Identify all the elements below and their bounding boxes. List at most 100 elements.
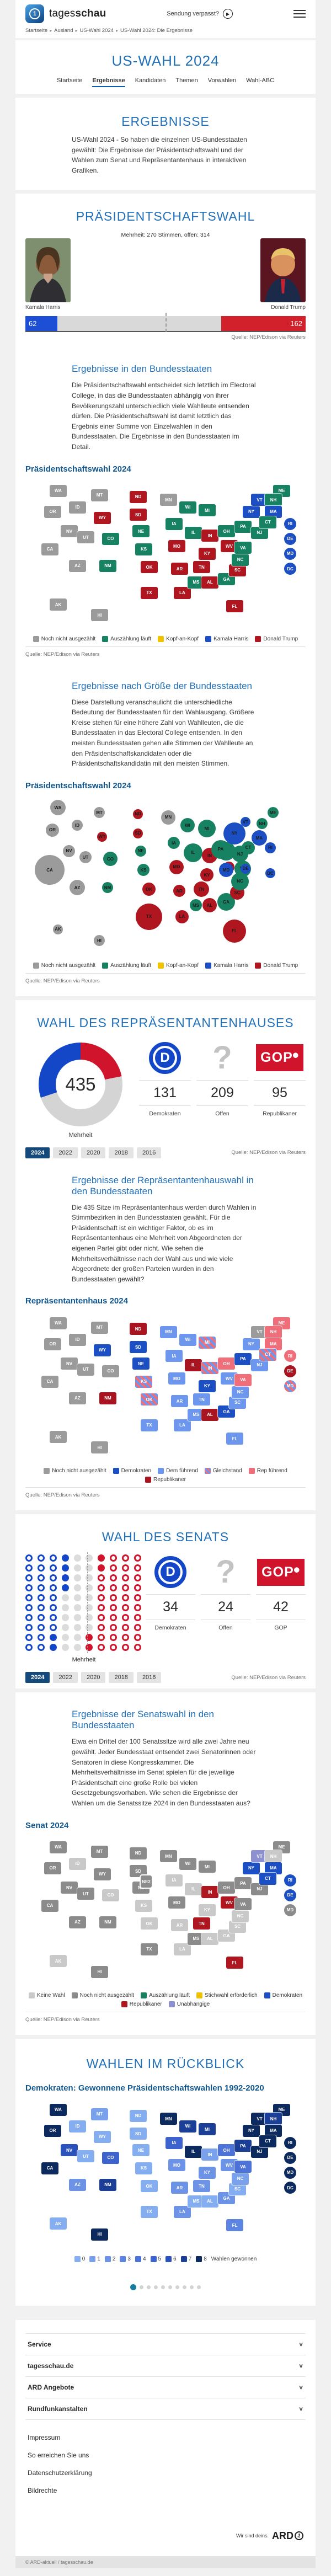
state-MO[interactable]: MO (168, 2159, 185, 2172)
state-MS[interactable]: MS (188, 1408, 205, 1421)
year-button-2020[interactable]: 2020 (81, 1147, 106, 1158)
year-button-2022[interactable]: 2022 (53, 1147, 78, 1158)
state-bubble-WA[interactable]: WA (50, 800, 66, 816)
state-bubble-MN[interactable]: MN (161, 810, 175, 825)
state-SC[interactable]: SC (229, 1396, 246, 1409)
state-bubble-NV[interactable]: NV (63, 845, 75, 857)
state-bubble-WI[interactable]: WI (180, 818, 195, 833)
state-HI[interactable]: HI (91, 1965, 108, 1978)
state-bubble-MO[interactable]: MO (169, 859, 184, 874)
state-SD[interactable]: SD (130, 509, 147, 521)
state-NM[interactable]: NM (99, 2178, 116, 2191)
retro-state-map[interactable]: WA OR CA NV ID MT WY UT AZ CO NM ND SD NE KS OK TX MN IA MO… (28, 2099, 303, 2249)
state-IN[interactable]: IN (201, 1886, 218, 1899)
house-state-map[interactable]: WA OR CA NV ID MT WY UT AZ CO NM ND SD NE KS OK TX MN IA MO… (28, 1312, 303, 1462)
state-SD[interactable]: SD (130, 1865, 147, 1878)
state-WA[interactable]: WA (50, 484, 67, 497)
breadcrumb-item[interactable]: US-Wahl 2024: Die Ergebnisse (120, 28, 193, 34)
state-KS[interactable]: KS (135, 543, 152, 555)
state-MT[interactable]: MT (91, 489, 108, 501)
state-UT[interactable]: UT (77, 531, 94, 543)
state-DC[interactable]: DC (284, 2182, 296, 2194)
state-IA[interactable]: IA (166, 517, 183, 530)
state-bubble-WY[interactable]: WY (97, 831, 107, 842)
state-AZ[interactable]: AZ (69, 559, 86, 572)
state-AK[interactable]: AK (50, 2217, 67, 2230)
state-bubble-OR[interactable]: OR (46, 823, 59, 837)
state-MN[interactable]: MN (160, 2113, 177, 2125)
state-TX[interactable]: TX (141, 586, 158, 599)
state-MT[interactable]: MT (91, 1845, 108, 1858)
state-bubble-SD[interactable]: SD (133, 828, 143, 838)
footer-link-impressum[interactable]: Impressum (28, 2433, 61, 2441)
missed-show-link[interactable]: Sendung verpasst? (167, 10, 220, 17)
state-AR[interactable]: AR (171, 2182, 188, 2194)
state-VT[interactable]: VT (251, 1850, 268, 1863)
state-OH[interactable]: OH (218, 525, 235, 538)
state-ID[interactable]: ID (69, 1857, 86, 1870)
state-bubble-CT[interactable]: CT (242, 841, 255, 854)
state-bubble-AL[interactable]: AL (202, 898, 217, 913)
state-MO[interactable]: MO (168, 1896, 185, 1909)
state-NE[interactable]: NE (132, 2144, 150, 2157)
state-UT[interactable]: UT (77, 2150, 94, 2163)
year-button-2016[interactable]: 2016 (136, 1672, 162, 1684)
state-WV[interactable]: WV (221, 1896, 238, 1909)
carousel-dot[interactable] (168, 2285, 172, 2289)
year-button-2018[interactable]: 2018 (109, 1672, 134, 1684)
state-TN[interactable]: TN (193, 2180, 210, 2193)
state-NC[interactable]: NC (232, 1910, 249, 1922)
state-NM[interactable]: NM (99, 1916, 116, 1928)
state-NV[interactable]: NV (61, 1882, 78, 1894)
carousel-dot[interactable] (190, 2285, 194, 2289)
breadcrumb-item[interactable]: US-Wahl 2024 (79, 28, 114, 34)
year-button-2022[interactable]: 2022 (53, 1672, 78, 1684)
state-NE2[interactable]: NE2 (141, 1875, 152, 1888)
state-IL[interactable]: IL (185, 1883, 202, 1895)
footer-link-datenschutzerkl-rung[interactable]: Datenschutzerklärung (28, 2468, 92, 2477)
state-TX[interactable]: TX (141, 1943, 158, 1955)
state-VA[interactable]: VA (234, 1898, 252, 1911)
state-OH[interactable]: OH (218, 1882, 235, 1894)
footer-accordion-tagesschaude[interactable]: tagesschau.de ∨ (25, 2354, 306, 2376)
state-MA[interactable]: MA (265, 505, 282, 518)
state-NC[interactable]: NC (232, 553, 249, 566)
state-WA[interactable]: WA (50, 1841, 67, 1853)
state-IA[interactable]: IA (166, 1874, 183, 1886)
state-bubble-ME[interactable]: ME (268, 807, 279, 819)
state-NY[interactable]: NY (243, 1338, 260, 1350)
state-NY[interactable]: NY (243, 2124, 260, 2137)
state-MS[interactable]: MS (188, 1932, 205, 1945)
tagesschau-wordmark[interactable]: tagesschau (49, 8, 106, 19)
carousel-dot[interactable] (130, 2284, 136, 2290)
state-PA[interactable]: PA (234, 1353, 252, 1365)
state-NH[interactable]: NH (265, 1850, 282, 1863)
state-OK[interactable]: OK (141, 1393, 158, 1406)
state-CO[interactable]: CO (102, 532, 119, 545)
state-FL[interactable]: FL (226, 1433, 243, 1445)
state-NJ[interactable]: NJ (251, 1883, 268, 1895)
carousel-dot[interactable] (161, 2285, 165, 2289)
state-bubble-MT[interactable]: MT (94, 807, 105, 819)
footer-accordion-rundfunkanstalten[interactable]: Rundfunkanstalten ∨ (25, 2397, 306, 2420)
state-NV[interactable]: NV (61, 1358, 78, 1370)
state-bubble-OK[interactable]: OK (142, 883, 156, 896)
state-AL[interactable]: AL (201, 576, 218, 589)
carousel-dot[interactable] (183, 2285, 186, 2289)
senate-seat-grid[interactable] (25, 1552, 142, 1654)
tab-ergebnisse[interactable]: Ergebnisse (92, 77, 125, 87)
state-CO[interactable]: CO (102, 1889, 119, 1901)
state-SC[interactable]: SC (229, 2183, 246, 2195)
state-WA[interactable]: WA (50, 1317, 67, 1329)
state-WI[interactable]: WI (179, 1857, 196, 1870)
state-OR[interactable]: OR (44, 1338, 61, 1350)
state-bubble-ND[interactable]: ND (133, 809, 143, 819)
state-bubble-MA[interactable]: MA (252, 830, 267, 846)
state-DC[interactable]: DC (284, 563, 296, 575)
footer-accordion-service[interactable]: Service ∨ (25, 2333, 306, 2355)
state-bubble-MS[interactable]: MS (190, 899, 202, 912)
state-OK[interactable]: OK (141, 561, 158, 574)
state-OR[interactable]: OR (44, 1862, 61, 1874)
state-NE[interactable]: NE (132, 525, 150, 538)
state-bubble-DE[interactable]: DE (241, 863, 250, 874)
